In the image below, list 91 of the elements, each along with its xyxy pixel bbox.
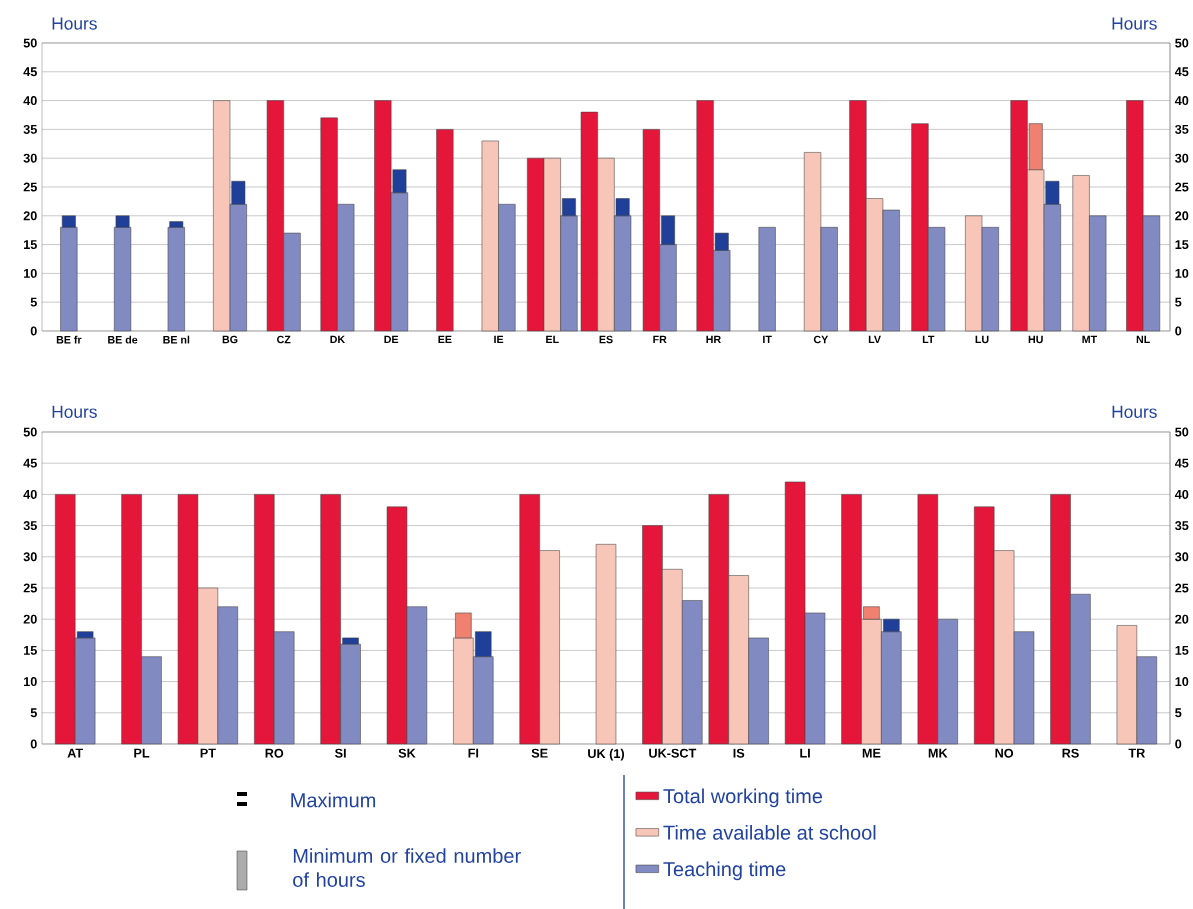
y-tick-label: 35 [23,124,37,134]
y-tick-label: 45 [23,458,37,468]
y-tick-label: 20 [23,614,37,624]
x-tick-label: CY [813,335,829,344]
x-tick-label: BE de [108,335,138,344]
y-tick-label: 40 [23,489,37,499]
y2-tick-label: 50 [1175,427,1189,437]
y2-tick-label: 50 [1175,38,1189,48]
y2-tick-label: 45 [1174,67,1189,77]
x-tick-label: PL [134,748,150,758]
y-tick-label: 15 [24,240,37,250]
x-tick-label: SK [398,748,416,758]
x-tick-label: NO [995,748,1014,758]
x-tick-label: UK (1) [588,748,625,761]
x-tick-label: SI [334,748,346,758]
x-tick-label: CZ [277,335,291,344]
y2-tick-label: 35 [1175,521,1189,531]
x-tick-label: IE [494,335,504,344]
y2-tick-label: 5 [1175,297,1182,307]
legend-label: Total working time [663,788,823,808]
y-tick-label: 10 [24,268,37,278]
x-tick-label: EL [546,335,559,344]
x-tick-label: EE [438,335,452,344]
x-tick-label: SE [531,748,548,758]
y-tick-label: 50 [23,38,37,48]
y-tick-label: 45 [23,67,37,77]
y-axis-title: Hours [52,17,97,30]
x-tick-label: LT [922,335,935,344]
y2-tick-label: 25 [1175,583,1189,593]
x-tick-label: IS [733,748,745,758]
y-tick-label: 5 [30,708,37,718]
x-tick-label: ME [862,748,881,758]
x-tick-label: PT [200,748,216,758]
y2-tick-label: 30 [1175,552,1189,562]
y-tick-label: 0 [30,326,37,336]
x-tick-label: DE [384,335,399,344]
y2-tick-label: 15 [1175,240,1189,250]
x-tick-label: FR [653,335,667,344]
x-tick-label: NL [1136,335,1150,344]
x-tick-label: RS [1062,748,1079,758]
y-tick-label: 30 [23,552,37,562]
text: Maximum [291,792,376,808]
y2-axis-title: Hours [1112,17,1157,30]
legend-label: Time available at school [663,825,876,840]
x-tick-label: HU [1028,335,1043,344]
x-tick-label: AT [67,748,84,758]
y2-tick-label: 15 [1175,645,1189,655]
x-tick-label: LU [975,335,989,344]
y2-tick-label: 35 [1175,124,1189,134]
y2-tick-label: 0 [1175,739,1182,749]
y-axis-title: Hours [52,405,97,418]
x-tick-label: DK [330,335,346,344]
x-tick-label: TR [1128,748,1146,758]
x-tick-label: BE fr [56,335,82,344]
y-tick-label: 35 [23,521,37,531]
x-tick-label: BE nl [163,335,190,344]
y2-tick-label: 20 [1175,211,1189,221]
y-tick-label: 40 [23,96,37,106]
x-tick-label: RO [265,748,284,758]
y2-axis-title: Hours [1112,405,1157,418]
x-tick-label: HR [706,335,721,344]
text: Minimum or fixed number of hours [293,848,521,887]
y2-tick-label: 0 [1175,326,1182,336]
legend-label: Teaching time [663,861,786,881]
x-tick-label: LV [868,335,881,344]
y2-tick-label: 10 [1175,268,1189,278]
y-tick-label: 15 [24,645,37,655]
y-tick-label: 25 [23,583,37,593]
y2-tick-label: 20 [1175,614,1189,624]
y-tick-label: 20 [23,211,37,221]
x-tick-label: LI [800,748,810,758]
x-tick-label: FI [468,748,479,758]
x-tick-label: ES [599,335,613,344]
x-tick-label: MT [1082,335,1098,344]
y2-tick-label: 25 [1175,182,1189,192]
y-tick-label: 30 [23,153,37,163]
y2-tick-label: 45 [1174,458,1189,468]
y-tick-label: 5 [30,297,37,307]
y2-tick-label: 30 [1175,153,1189,163]
x-tick-label: MK [928,748,948,758]
y-tick-label: 25 [23,182,37,192]
y-tick-label: 50 [23,427,37,437]
x-tick-label: BG [222,335,238,344]
y2-tick-label: 5 [1175,708,1182,718]
y2-tick-label: 40 [1174,489,1189,499]
y-tick-label: 10 [24,677,37,687]
y-tick-label: 0 [30,739,37,749]
y2-tick-label: 10 [1175,677,1189,687]
y2-tick-label: 40 [1174,96,1189,106]
x-tick-label: IT [763,335,772,344]
x-tick-label: UK-SCT [649,748,697,758]
